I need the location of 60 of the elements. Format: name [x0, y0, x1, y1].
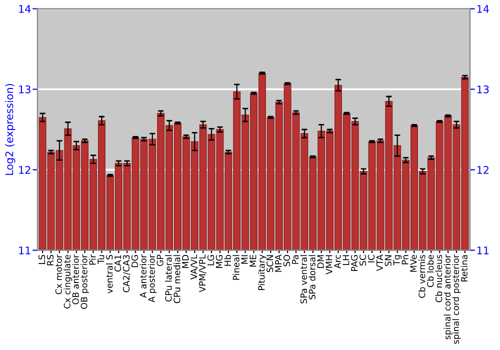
x-tick-label: Hb [224, 254, 231, 266]
y-axis-title: Log2 (expression) [5, 84, 16, 175]
x-tick-label: Arc [334, 254, 341, 269]
x-tick-label: Tu [98, 255, 104, 264]
x-tick-label: Cx cingulate [64, 254, 72, 308]
x-tick-label: PAG [351, 255, 358, 271]
x-tick-label: A posterior [148, 254, 157, 302]
x-tick-label: Cb lobe [426, 254, 434, 288]
x-tick-label: VPM/VPL [199, 254, 206, 292]
x-tick-label: MD [182, 254, 189, 268]
x-tick-label: Tg [393, 255, 402, 266]
y2-tick-label: 12 [477, 166, 488, 174]
x-tick-label: SO [283, 254, 290, 266]
x-tick-label: ME [250, 254, 256, 267]
x-tick-label: MPA [275, 254, 282, 272]
x-tick-label: LH [342, 255, 350, 266]
y-tick-label: 13 [19, 85, 30, 94]
x-tick-label: SCN [266, 255, 274, 272]
x-tick-label: spinal cord posterior [452, 254, 461, 344]
x-tick-label: Cb nucleus [435, 254, 442, 302]
y-tick-label: 12 [19, 166, 30, 174]
y-tick-label: 11 [19, 246, 30, 254]
y2-tick-label: 14 [477, 5, 489, 13]
x-tick-label: VTA [376, 254, 383, 271]
x-tick-label: CA1 [114, 255, 122, 272]
y-tick-label: 14 [19, 5, 31, 13]
x-tick-label: MVe [410, 254, 417, 272]
x-tick-label: A anterior [140, 254, 146, 298]
x-tick-label: OB anterior [72, 254, 79, 304]
x-tick-label: LG [207, 255, 214, 266]
y2-tick-label: 13 [477, 85, 489, 94]
x-tick-label: ventral S [106, 254, 113, 294]
x-tick-label: RS [46, 254, 54, 266]
x-tick-label: spinal cord anterior [444, 254, 452, 340]
x-tick-label: Cx motor [55, 254, 62, 294]
x-tick-label: SPa ventral [300, 255, 307, 304]
x-tick-label: Retina [460, 255, 468, 282]
x-tick-label: SN [384, 255, 392, 266]
x-tick-label: DG [131, 255, 138, 268]
x-tick-label: Pn [402, 255, 408, 264]
x-tick-label: Cb vermis [418, 254, 426, 298]
x-tick-label: MG [216, 255, 222, 268]
x-tick-label: Pituitary [258, 254, 266, 290]
x-tick-label: LS [38, 254, 46, 264]
x-tick-label: IC [368, 254, 375, 262]
x-tick-label: VA/VL [190, 254, 198, 280]
x-tick-label: Pir [89, 254, 96, 265]
x-tick-label: DM [317, 255, 324, 268]
x-tick-label: SPa dorsal [308, 255, 316, 300]
x-tick-label: Pineal [232, 255, 240, 280]
y2-tick-label: 11 [477, 246, 489, 254]
x-tick-label: CPu medial [173, 255, 180, 304]
x-tick-label: CA2/CA3 [122, 255, 130, 292]
x-tick-label: OB posterior [80, 254, 90, 309]
x-tick-label: GP [156, 254, 164, 266]
x-tick-label: SC [359, 254, 366, 266]
x-tick-label: VMH [326, 255, 332, 274]
x-tick-label: CPu lateral [165, 255, 172, 302]
x-tick-label: Pa [292, 255, 299, 264]
x-tick-label: MI [241, 255, 248, 264]
